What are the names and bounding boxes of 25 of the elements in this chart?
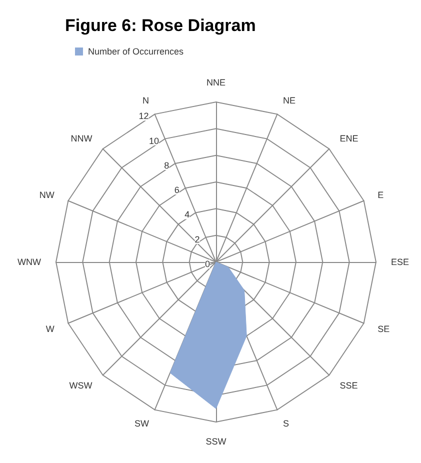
spoke-label: WNW	[18, 257, 42, 267]
spoke-label: NNW	[70, 133, 93, 144]
y-tick-label: 8	[164, 160, 170, 170]
spoke-label: SE	[378, 324, 390, 334]
spoke-label: SSE	[340, 380, 358, 391]
spoke-label: E	[378, 190, 384, 200]
y-tick-label: 0	[204, 259, 210, 269]
legend-label: Number of Occurrences	[88, 46, 184, 56]
y-tick-label: 6	[174, 185, 180, 196]
spoke-label: ENE	[340, 133, 358, 144]
spoke-label: NNE	[206, 78, 226, 88]
y-tick-label: 2	[194, 234, 200, 244]
spoke-label: ESE	[391, 257, 410, 267]
y-tick-label: 10	[148, 136, 159, 146]
spoke-label: W	[46, 324, 55, 334]
spoke-label: NE	[282, 95, 296, 106]
spoke-label: SW	[134, 418, 150, 429]
spoke-label: N	[142, 95, 150, 106]
y-tick-label: 4	[184, 210, 190, 220]
spoke-label: WSW	[69, 380, 93, 391]
chart-title: Figure 6: Rose Diagram	[65, 16, 256, 35]
y-tick-label: 12	[138, 111, 149, 122]
spoke-label: NW	[39, 190, 55, 200]
spoke-label: S	[282, 418, 289, 429]
spoke-label: SSW	[206, 436, 227, 446]
